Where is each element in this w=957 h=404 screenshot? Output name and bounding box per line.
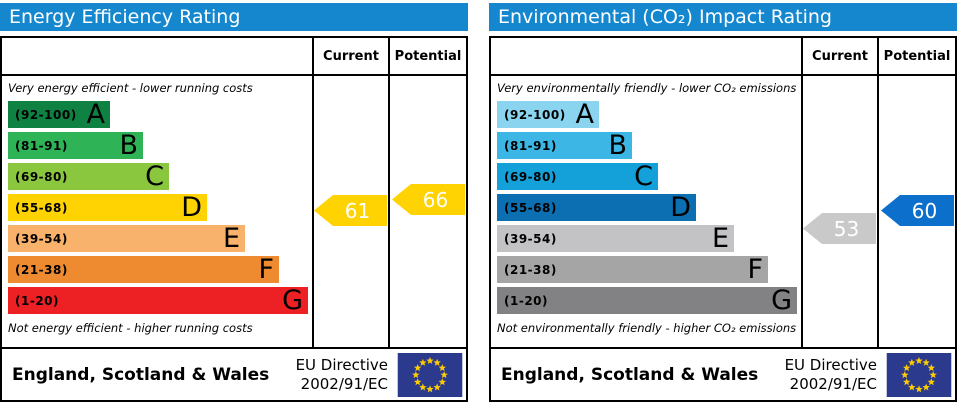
band-letter: E xyxy=(711,222,729,254)
eu-flag-icon xyxy=(397,352,463,397)
potential-rating-value: 66 xyxy=(422,187,449,212)
band-range-label: (92-100) xyxy=(504,107,566,122)
potential-column xyxy=(877,76,955,347)
rating-scale-area: Very environmentally friendly - lower CO… xyxy=(491,76,801,347)
band-b: (81-91) B xyxy=(8,132,143,159)
current-column-header: Current xyxy=(312,38,388,76)
energy-rating-table: Current Potential Very energy efficient … xyxy=(0,36,468,402)
eu-flag-icon xyxy=(886,352,952,397)
potential-rating-value: 60 xyxy=(911,198,938,223)
band-letter: B xyxy=(119,129,138,161)
band-letter: F xyxy=(747,253,763,285)
top-caption: Very energy efficient - lower running co… xyxy=(8,81,253,95)
band-e: (39-54) E xyxy=(497,225,734,252)
band-b: (81-91) B xyxy=(497,132,632,159)
band-e: (39-54) E xyxy=(8,225,245,252)
band-f: (21-38) F xyxy=(8,256,279,283)
band-range-label: (81-91) xyxy=(504,138,557,153)
header-blank-cell xyxy=(2,38,312,76)
bottom-caption: Not energy efficient - higher running co… xyxy=(8,321,253,335)
region-label: England, Scotland & Wales xyxy=(12,364,270,385)
band-range-label: (39-54) xyxy=(15,231,68,246)
environmental-impact-panel: Environmental (CO₂) Impact Rating Curren… xyxy=(489,0,957,402)
eu-directive-label: EU Directive 2002/91/EC xyxy=(784,355,877,393)
band-range-label: (81-91) xyxy=(15,138,68,153)
band-letter: C xyxy=(145,160,164,192)
table-footer: England, Scotland & Wales EU Directive 2… xyxy=(491,347,955,400)
band-letter: G xyxy=(282,284,303,316)
band-range-label: (69-80) xyxy=(15,169,68,184)
band-d: (55-68) D xyxy=(497,194,696,221)
band-range-label: (21-38) xyxy=(504,262,557,277)
potential-column xyxy=(388,76,466,347)
band-letter: A xyxy=(575,98,594,130)
potential-column-header: Potential xyxy=(388,38,466,76)
region-label: England, Scotland & Wales xyxy=(501,364,759,385)
band-c: (69-80) C xyxy=(497,163,658,190)
band-f: (21-38) F xyxy=(497,256,768,283)
band-letter: D xyxy=(181,191,202,223)
band-letter: B xyxy=(608,129,627,161)
band-a: (92-100) A xyxy=(8,101,110,128)
rating-scale-area: Very energy efficient - lower running co… xyxy=(2,76,312,347)
band-range-label: (39-54) xyxy=(504,231,557,246)
energy-efficiency-panel: Energy Efficiency Rating Current Potenti… xyxy=(0,0,468,402)
band-range-label: (55-68) xyxy=(15,200,68,215)
current-rating-value: 61 xyxy=(344,198,371,223)
current-column xyxy=(312,76,388,347)
environmental-panel-title: Environmental (CO₂) Impact Rating xyxy=(489,3,957,31)
band-letter: E xyxy=(222,222,240,254)
potential-rating-arrow: 66 xyxy=(392,184,465,215)
energy-panel-title: Energy Efficiency Rating xyxy=(0,3,468,31)
band-letter: F xyxy=(258,253,274,285)
table-footer: England, Scotland & Wales EU Directive 2… xyxy=(2,347,466,400)
current-column xyxy=(801,76,877,347)
band-letter: A xyxy=(86,98,105,130)
potential-column-header: Potential xyxy=(877,38,955,76)
environmental-rating-table: Current Potential Very environmentally f… xyxy=(489,36,957,402)
band-g: (1-20) G xyxy=(8,287,308,314)
header-blank-cell xyxy=(491,38,801,76)
band-range-label: (1-20) xyxy=(504,293,548,308)
band-range-label: (1-20) xyxy=(15,293,59,308)
band-letter: G xyxy=(771,284,792,316)
band-c: (69-80) C xyxy=(8,163,169,190)
band-letter: C xyxy=(634,160,653,192)
bottom-caption: Not environmentally friendly - higher CO… xyxy=(497,321,797,335)
top-caption: Very environmentally friendly - lower CO… xyxy=(497,81,797,95)
band-a: (92-100) A xyxy=(497,101,599,128)
band-range-label: (92-100) xyxy=(15,107,77,122)
band-d: (55-68) D xyxy=(8,194,207,221)
current-column-header: Current xyxy=(801,38,877,76)
band-range-label: (21-38) xyxy=(15,262,68,277)
eu-directive-label: EU Directive 2002/91/EC xyxy=(295,355,388,393)
current-rating-value: 53 xyxy=(833,216,860,241)
band-g: (1-20) G xyxy=(497,287,797,314)
band-range-label: (69-80) xyxy=(504,169,557,184)
band-range-label: (55-68) xyxy=(504,200,557,215)
band-letter: D xyxy=(670,191,691,223)
